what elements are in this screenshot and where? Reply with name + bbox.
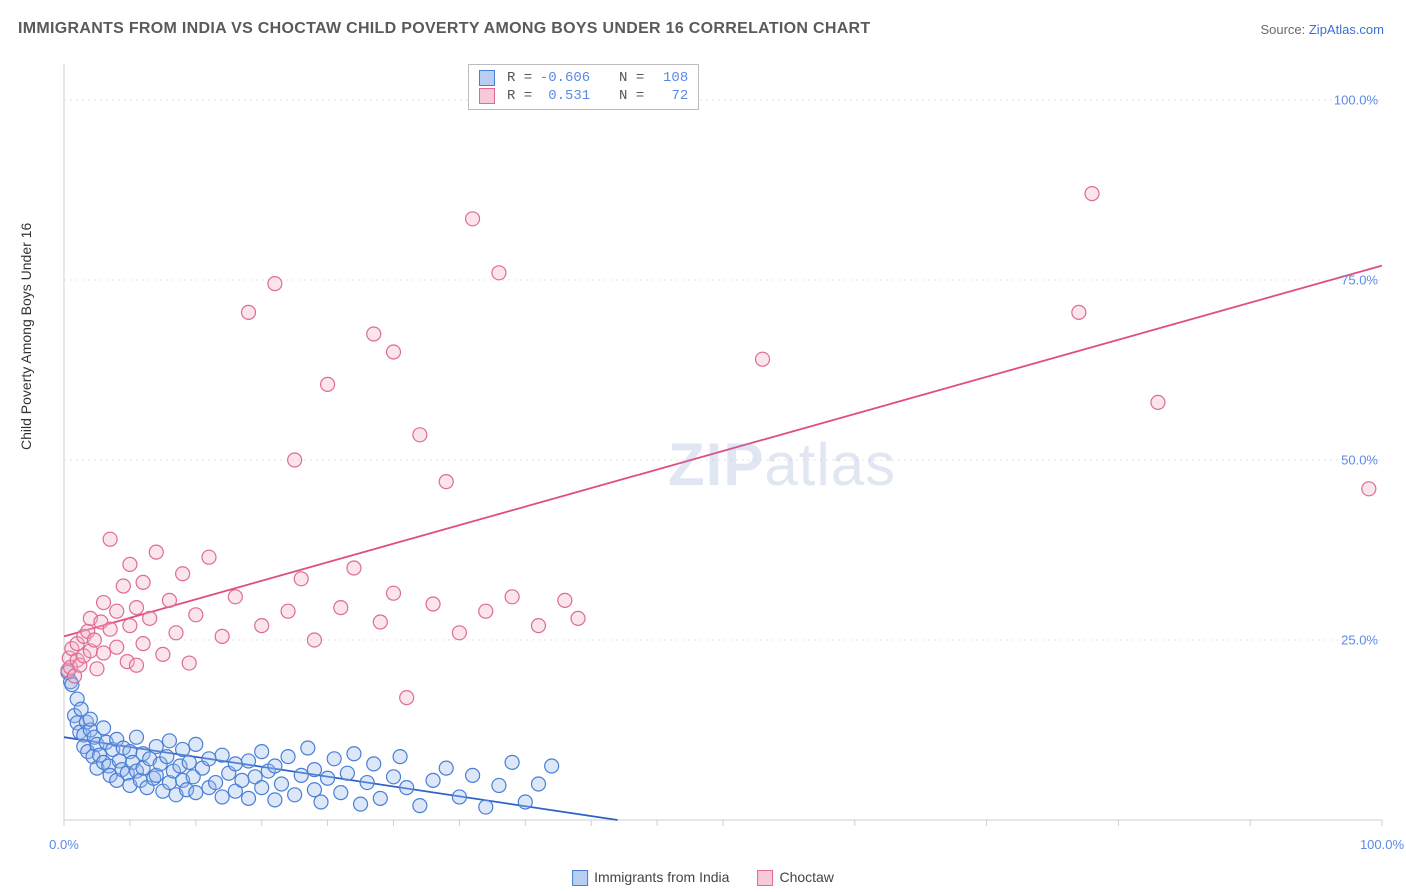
r-label: R = bbox=[507, 70, 532, 86]
bottom-legend-item: Choctaw bbox=[757, 869, 833, 886]
stats-legend: R = -0.606 N = 108 R = 0.531 N = 72 bbox=[468, 64, 699, 110]
source-attribution: Source: ZipAtlas.com bbox=[1260, 22, 1384, 37]
legend-swatch bbox=[757, 870, 773, 886]
legend-label: Choctaw bbox=[779, 869, 833, 885]
r-label: R = bbox=[507, 88, 532, 104]
legend-label: Immigrants from India bbox=[594, 869, 729, 885]
legend-swatch bbox=[479, 70, 495, 86]
n-value: 72 bbox=[650, 88, 688, 104]
bottom-legend-item: Immigrants from India bbox=[572, 869, 729, 886]
y-tick-label: 100.0% bbox=[1334, 93, 1378, 108]
n-value: 108 bbox=[650, 70, 688, 86]
legend-swatch bbox=[479, 88, 495, 104]
stats-legend-row: R = 0.531 N = 72 bbox=[479, 87, 688, 105]
chart-area: R =-0.606 N =108R =0.531 N =72 ZIPatlas … bbox=[58, 60, 1388, 830]
x-tick-label: 0.0% bbox=[49, 837, 79, 852]
stats-legend-row: R = -0.606 N = 108 bbox=[479, 69, 688, 87]
y-axis-label: Child Poverty Among Boys Under 16 bbox=[18, 223, 34, 450]
y-tick-label: 75.0% bbox=[1341, 273, 1378, 288]
source-link[interactable]: ZipAtlas.com bbox=[1309, 22, 1384, 37]
y-tick-label: 25.0% bbox=[1341, 633, 1378, 648]
n-label: N = bbox=[619, 70, 644, 86]
source-prefix: Source: bbox=[1260, 22, 1308, 37]
r-value: 0.531 bbox=[538, 88, 590, 104]
r-value: -0.606 bbox=[538, 70, 590, 86]
legend-swatch bbox=[572, 870, 588, 886]
bottom-legend: Immigrants from India Choctaw bbox=[572, 869, 834, 886]
chart-svg bbox=[58, 60, 1388, 830]
y-tick-label: 50.0% bbox=[1341, 453, 1378, 468]
chart-title: IMMIGRANTS FROM INDIA VS CHOCTAW CHILD P… bbox=[18, 20, 870, 38]
x-tick-label: 100.0% bbox=[1360, 837, 1404, 852]
n-label: N = bbox=[619, 88, 644, 104]
